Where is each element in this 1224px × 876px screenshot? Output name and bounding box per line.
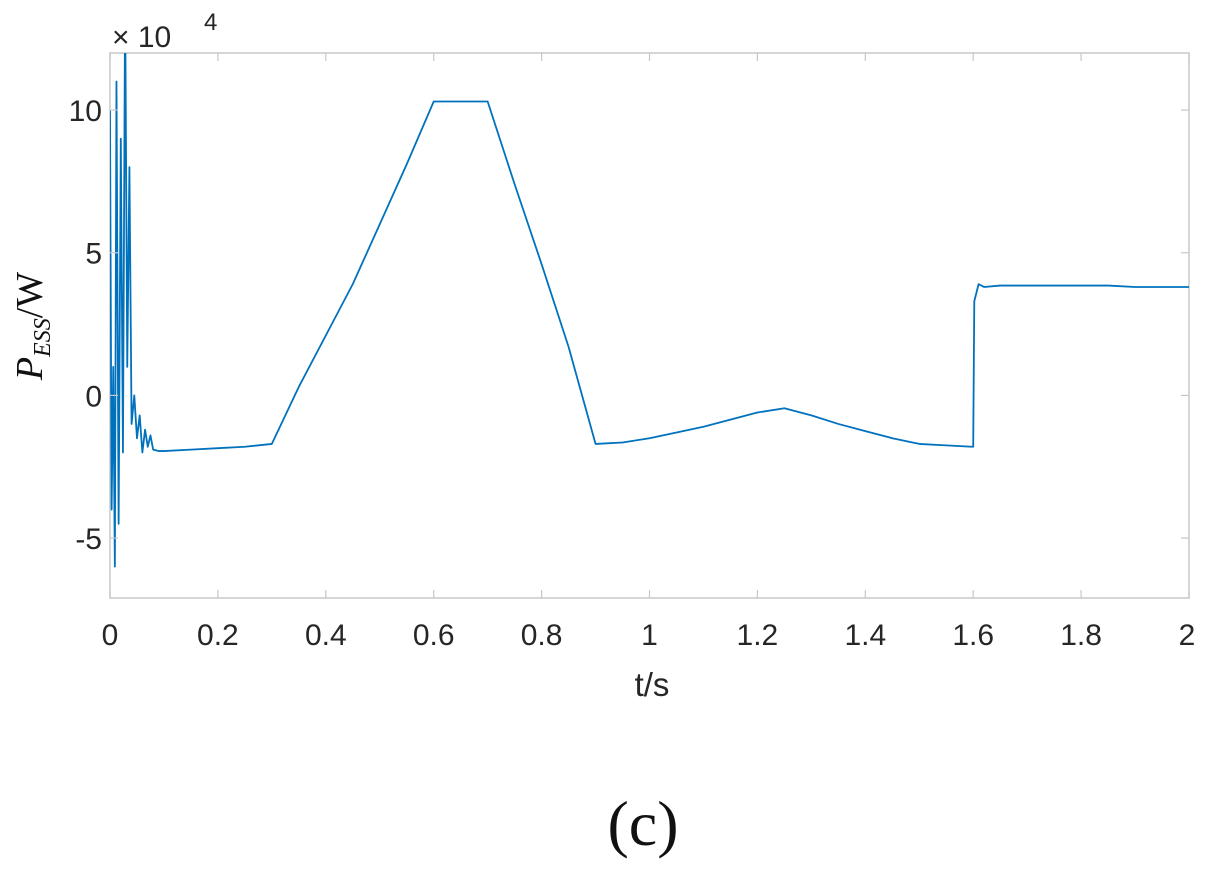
y-tick-label: 5 <box>85 238 102 271</box>
y-axis-label: PESS/W <box>9 272 56 381</box>
plot-area: 0 0.2 0.4 0.6 0.8 1 1.2 1.4 1.6 1.8 2 -5 0 5 10 <box>69 52 1196 652</box>
series-line-0 <box>110 53 1189 568</box>
x-tick-label: 1.8 <box>1060 619 1102 652</box>
x-tick-label: 1.4 <box>844 619 886 652</box>
y-axis-label-text: PESS/W <box>9 272 56 381</box>
y-multiplier-exponent: 4 <box>204 9 217 36</box>
y-axis-ticks: -5 0 5 10 <box>69 95 1189 556</box>
y-axis-label-unit: /W <box>9 272 51 319</box>
y-multiplier-prefix: × 10 <box>112 21 171 54</box>
x-tick-label: 0.6 <box>413 619 455 652</box>
x-tick-label: 2 <box>1179 619 1196 652</box>
y-axis-label-main: P <box>9 357 51 381</box>
y-tick-label: -5 <box>75 523 102 556</box>
y-tick-label: 0 <box>85 380 102 413</box>
x-tick-label: 1 <box>641 619 658 652</box>
y-axis-multiplier: × 10 4 <box>112 9 217 54</box>
x-tick-label: 0.4 <box>305 619 347 652</box>
series-layer <box>110 53 1189 568</box>
x-tick-label: 0 <box>102 619 119 652</box>
x-tick-label: 0.8 <box>521 619 563 652</box>
x-tick-label: 1.6 <box>952 619 994 652</box>
axes-box <box>109 52 1190 599</box>
x-axis-ticks: 0 0.2 0.4 0.6 0.8 1 1.2 1.4 1.6 1.8 2 <box>102 53 1196 652</box>
x-axis-label: t/s <box>635 666 670 703</box>
x-tick-label: 0.2 <box>197 619 239 652</box>
y-axis-label-subscript: ESS <box>30 318 56 358</box>
figure-caption: (c) <box>607 788 678 859</box>
x-tick-label: 1.2 <box>737 619 779 652</box>
y-tick-label: 10 <box>69 95 102 128</box>
